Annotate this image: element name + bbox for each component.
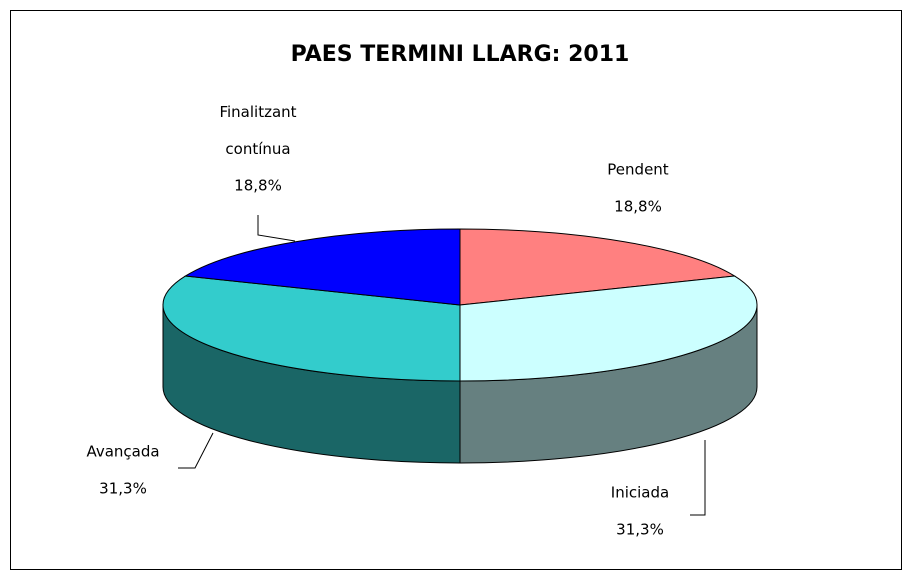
value-label: 31,3% [99,480,147,498]
slice-label: Iniciada [611,484,669,502]
pie-slice [162,275,461,382]
leader-line [257,215,296,242]
pie-slice [459,275,758,382]
pie-slice [459,228,736,306]
pie-slice [184,228,461,306]
leader-line [690,440,706,516]
value-label: 18,8% [234,177,282,195]
value-label: 31,3% [616,521,664,539]
leader-line [178,432,214,469]
chart-title: PAES TERMINI LLARG: 2011 [291,42,630,67]
slice-label: Finalitzant contínua [219,103,296,158]
value-label: 18,8% [614,198,662,216]
slice-label: Avançada [86,443,159,461]
slice-label: Pendent [607,161,669,179]
pie [162,228,758,464]
